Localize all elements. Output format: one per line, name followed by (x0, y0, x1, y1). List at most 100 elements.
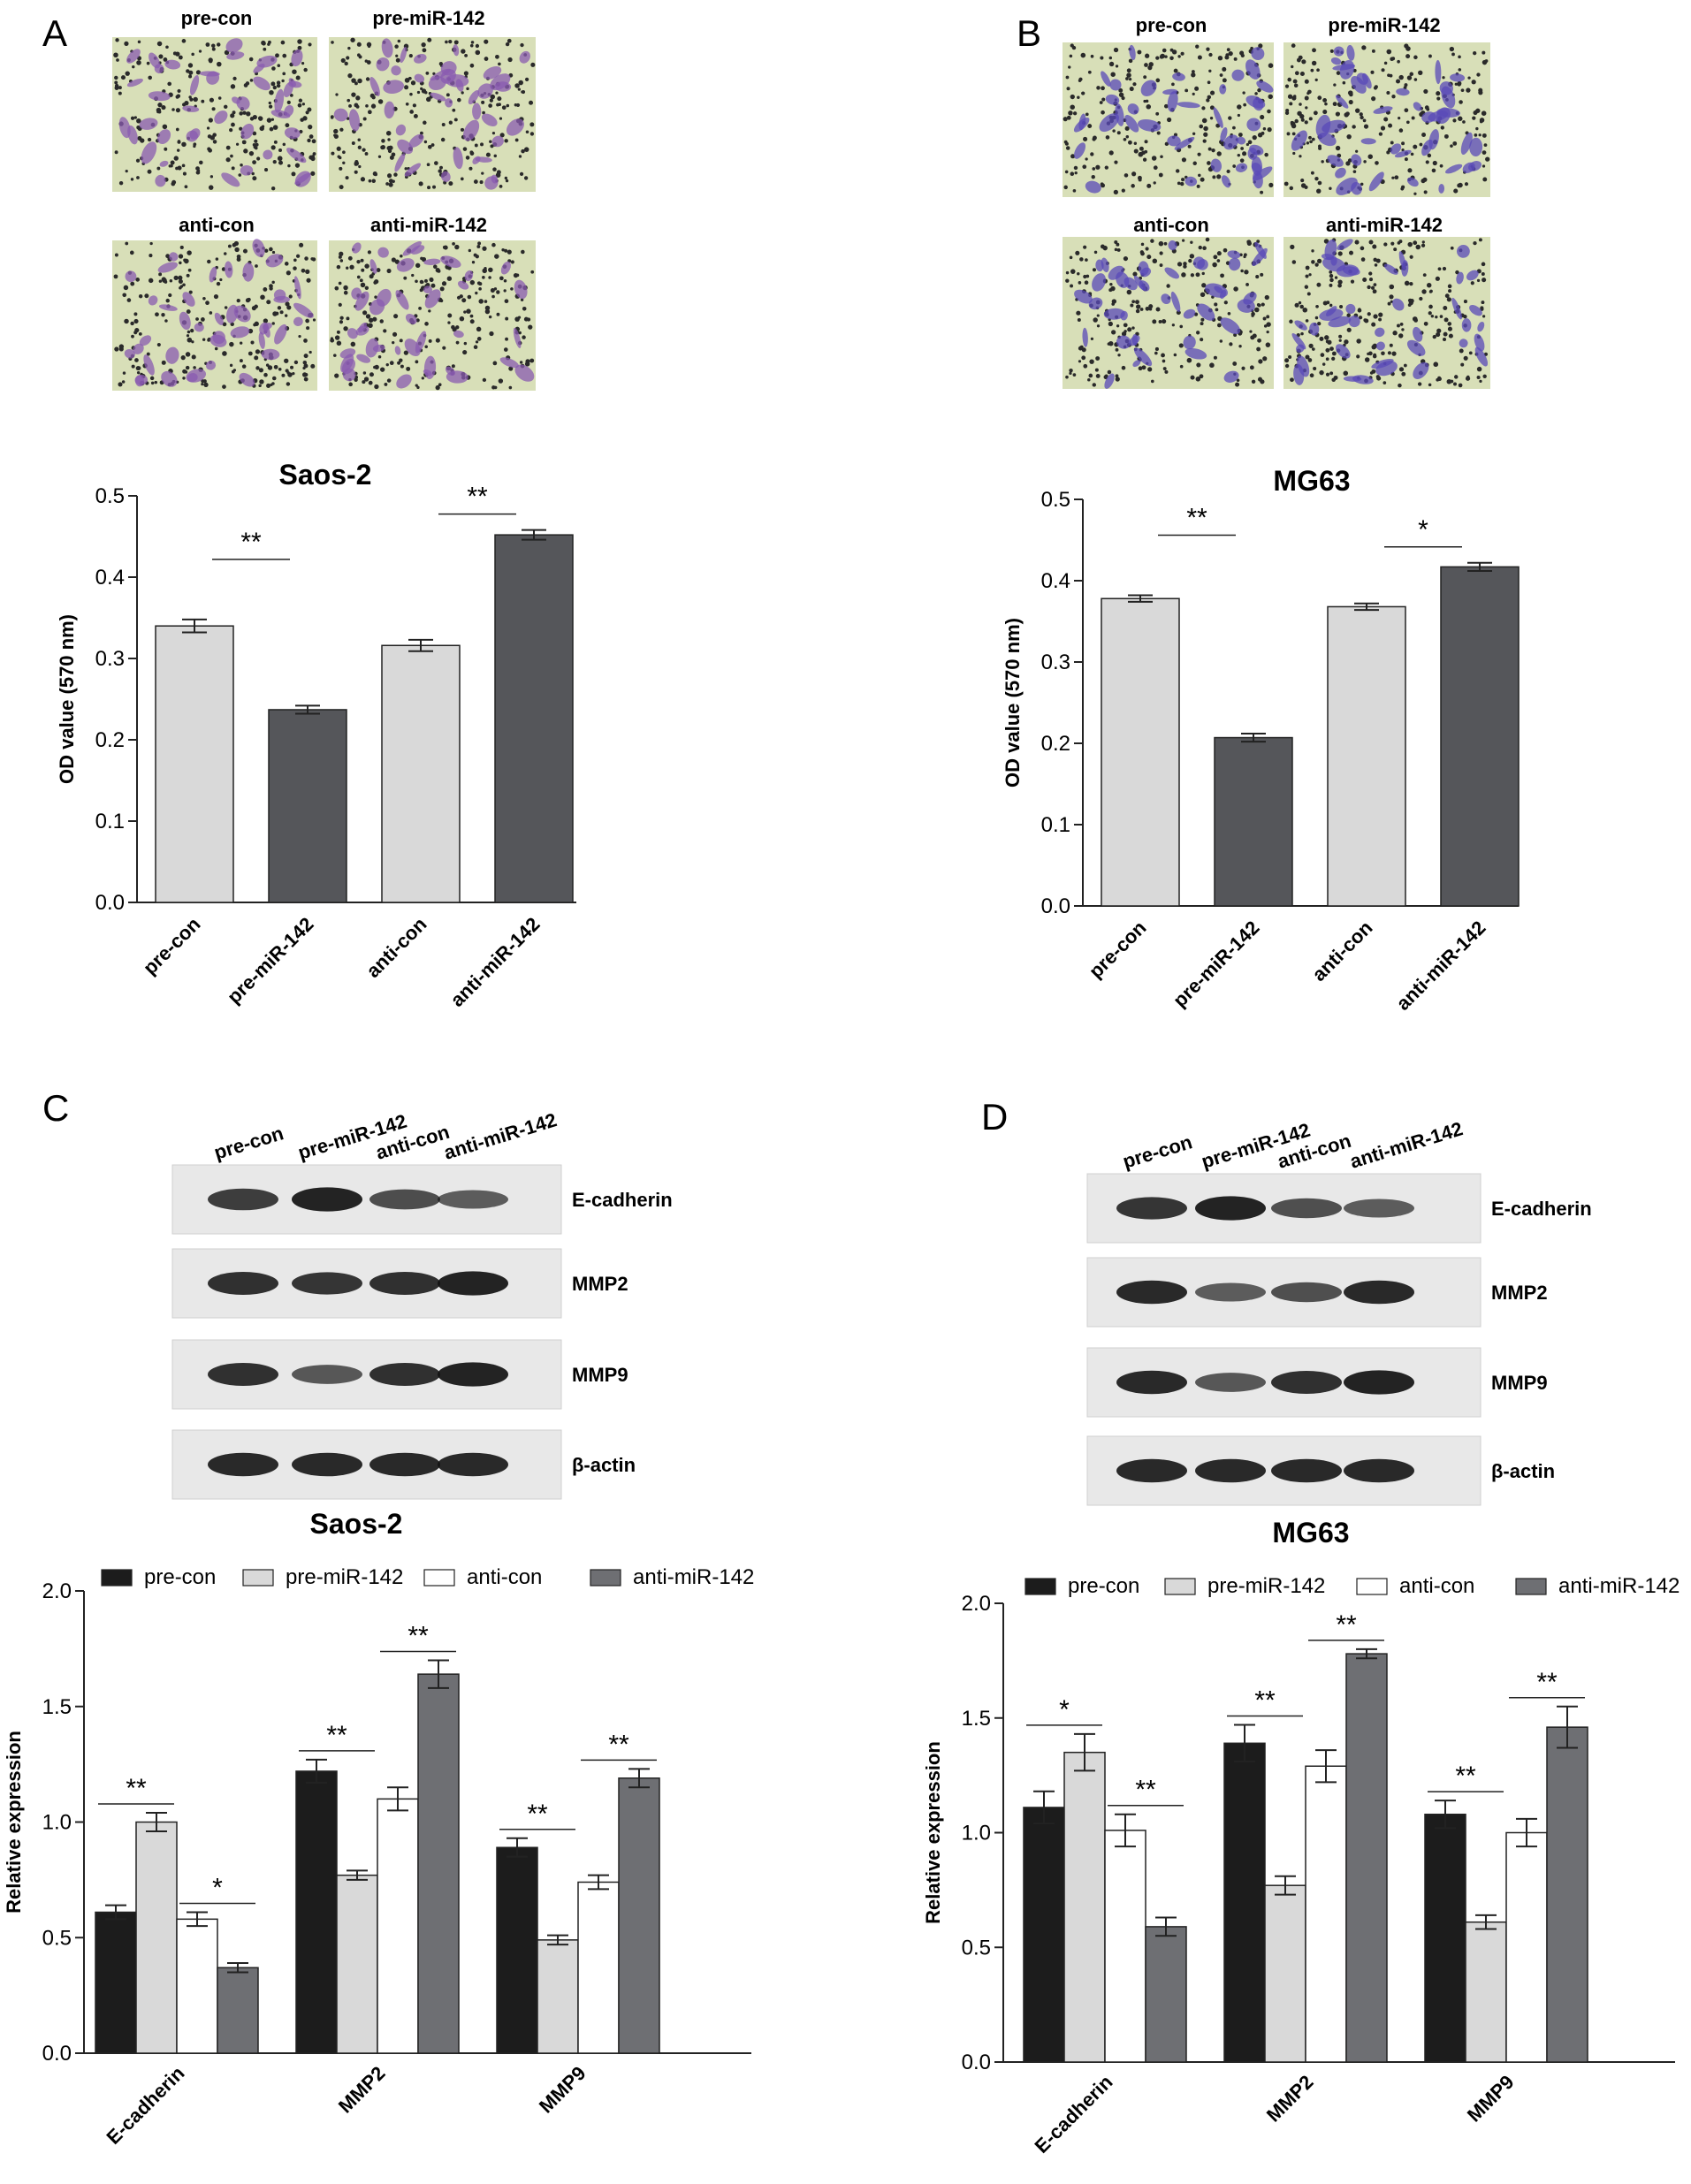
pore-dot (1448, 289, 1452, 293)
pore-dot (1371, 49, 1375, 53)
pore-dot (405, 102, 409, 106)
pore-dot (1291, 95, 1297, 101)
pore-dot (1415, 244, 1421, 250)
pore-dot (490, 94, 496, 100)
stained-cell (256, 55, 278, 68)
stained-cell (126, 78, 143, 88)
pore-dot (1131, 326, 1135, 330)
pore-dot (1329, 283, 1333, 287)
chart-title: MG63 (1272, 1517, 1349, 1549)
stained-cell (1251, 47, 1265, 60)
pore-dot (181, 141, 187, 148)
micrograph-label-a-pre-con: pre-con (181, 7, 253, 29)
pore-dot (1337, 283, 1342, 288)
y-tick-label: 1.5 (962, 1707, 991, 1731)
pore-dot (1135, 308, 1140, 314)
pore-dot (1458, 116, 1463, 121)
stained-cell (1428, 129, 1439, 150)
stained-cell (259, 322, 269, 335)
pore-dot (1318, 146, 1322, 150)
pore-dot (1125, 135, 1130, 139)
protein-band (1195, 1373, 1266, 1392)
pore-dot (236, 257, 241, 262)
pore-dot (1135, 300, 1139, 305)
pore-dot (361, 268, 365, 272)
stained-cell (1325, 306, 1337, 316)
y-tick-label: 0.4 (1041, 569, 1070, 593)
pore-dot (1092, 268, 1097, 272)
pore-dot (255, 264, 258, 268)
micrograph-label-b-anti-mir: anti-miR-142 (1326, 214, 1443, 236)
pore-dot (447, 321, 451, 324)
pore-dot (1262, 316, 1267, 321)
pore-dot (118, 86, 122, 90)
pore-dot (169, 278, 173, 283)
pore-dot (518, 155, 522, 158)
stained-cell (1375, 327, 1385, 338)
pore-dot (1405, 120, 1410, 125)
pore-dot (1206, 47, 1210, 51)
pore-dot (451, 324, 455, 330)
pore-dot (1319, 336, 1324, 341)
pore-dot (191, 340, 194, 344)
stained-cell (430, 68, 451, 81)
pore-dot (186, 334, 190, 338)
pore-dot (1375, 258, 1381, 263)
pore-dot (1361, 45, 1367, 50)
pore-dot (1317, 321, 1322, 326)
stained-cell (1164, 267, 1179, 279)
pore-dot (1418, 70, 1423, 75)
pore-dot (1209, 116, 1214, 120)
pore-dot (420, 87, 423, 91)
pore-dot (343, 326, 348, 331)
pore-dot (232, 369, 237, 372)
pore-dot (505, 316, 509, 321)
stained-cell (424, 289, 441, 308)
pore-dot (210, 43, 216, 48)
pore-dot (1121, 365, 1126, 370)
pore-dot (271, 250, 276, 255)
pore-dot (1443, 331, 1448, 337)
pore-dot (1257, 338, 1261, 343)
stained-cell (1254, 241, 1267, 259)
pore-dot (493, 154, 497, 158)
pore-dot (1304, 79, 1309, 84)
pore-dot (276, 83, 281, 88)
pore-dot (1407, 303, 1412, 308)
pore-dot (136, 176, 140, 179)
pore-dot (293, 360, 299, 365)
pore-dot (177, 88, 181, 93)
bar (268, 709, 347, 903)
bar (377, 1798, 419, 2054)
pore-dot (1481, 272, 1485, 276)
bar (1063, 1751, 1106, 2063)
pore-dot (1401, 328, 1405, 331)
stained-cell (499, 357, 519, 369)
pore-dot (178, 55, 183, 60)
pore-dot (1177, 262, 1183, 267)
pore-dot (271, 376, 277, 381)
pore-dot (1190, 273, 1195, 278)
significance-mark: ** (608, 1730, 629, 1759)
stained-cell (395, 124, 407, 136)
pore-dot (305, 318, 309, 323)
pore-dot (259, 379, 264, 384)
stained-cell (157, 129, 171, 145)
pore-dot (409, 110, 414, 114)
stained-cell (1451, 297, 1462, 320)
pore-dot (1383, 61, 1388, 65)
pore-dot (351, 78, 356, 83)
pore-dot (1482, 50, 1486, 55)
pore-dot (306, 326, 310, 331)
stained-cell (1237, 299, 1255, 313)
pore-dot (292, 371, 295, 376)
pore-dot (1459, 100, 1463, 104)
bar (1145, 1926, 1187, 2063)
pore-dot (1463, 300, 1467, 304)
pore-dot (379, 319, 384, 323)
pore-dot (339, 127, 344, 132)
pore-dot (184, 258, 189, 264)
pore-dot (1324, 102, 1328, 106)
pore-dot (212, 133, 217, 137)
pore-dot (246, 111, 251, 117)
